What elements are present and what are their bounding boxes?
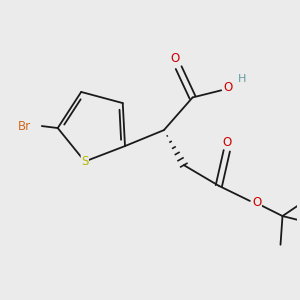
Text: O: O <box>223 81 232 94</box>
Text: O: O <box>252 196 262 209</box>
Text: S: S <box>81 155 88 168</box>
Text: Br: Br <box>18 120 31 133</box>
Text: O: O <box>222 136 231 148</box>
Text: O: O <box>171 52 180 65</box>
Text: H: H <box>238 74 246 84</box>
